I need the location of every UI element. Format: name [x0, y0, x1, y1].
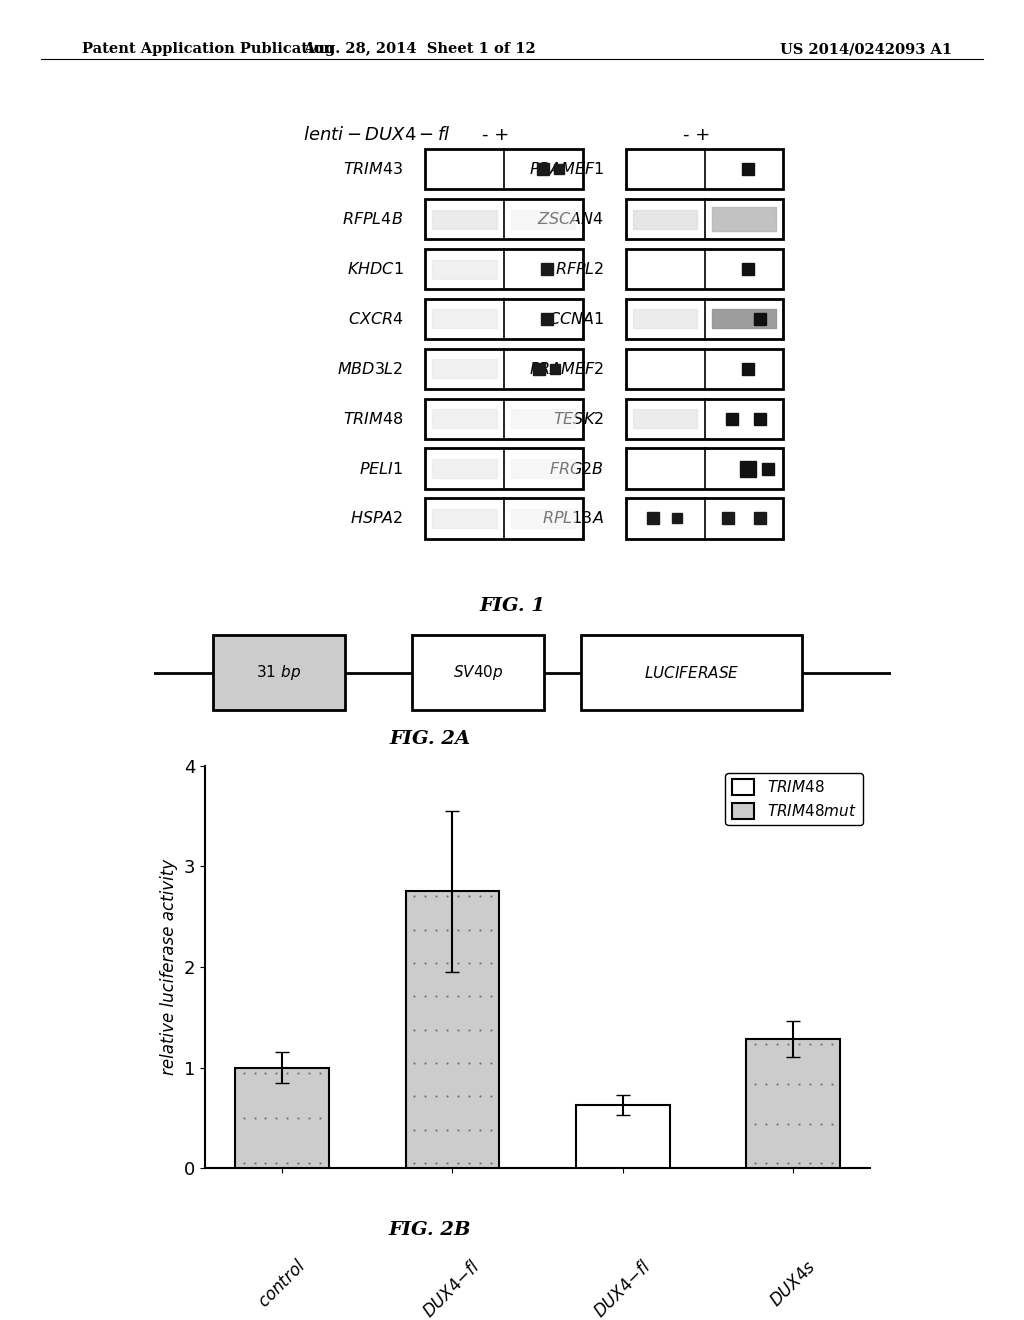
Bar: [425, 248, 583, 289]
Bar: [626, 149, 783, 190]
Text: FIG. 2B: FIG. 2B: [389, 1221, 471, 1239]
Text: $\it{ZSCAN4}$: $\it{ZSCAN4}$: [538, 211, 604, 227]
Text: $\it{RFPL2}$: $\it{RFPL2}$: [555, 261, 604, 277]
Text: $\it{MBD3L2}$: $\it{MBD3L2}$: [337, 360, 403, 376]
Bar: [626, 498, 783, 539]
Bar: [425, 298, 583, 339]
Text: $\it{CXCR4}$: $\it{CXCR4}$: [348, 312, 403, 327]
Text: $\it{DUX4s}$: $\it{DUX4s}$: [767, 1257, 820, 1309]
Text: $\it{KHDC1}$: $\it{KHDC1}$: [347, 261, 403, 277]
Text: - +: - +: [683, 127, 711, 144]
Text: $\it{PRAMEF1}$: $\it{PRAMEF1}$: [528, 161, 604, 177]
Bar: [626, 199, 783, 239]
Bar: [746, 1039, 840, 1168]
Text: $\it{CCNA1}$: $\it{CCNA1}$: [548, 312, 604, 327]
Y-axis label: relative luciferase activity: relative luciferase activity: [160, 859, 178, 1074]
Bar: [626, 298, 783, 339]
Bar: [626, 248, 783, 289]
Bar: [425, 449, 583, 488]
Text: $\it{HSPA2}$: $\it{HSPA2}$: [350, 511, 403, 527]
Bar: [626, 348, 783, 389]
Bar: [575, 1105, 670, 1168]
Bar: [213, 635, 345, 710]
Text: $\it{LUCIFERASE}$: $\it{LUCIFERASE}$: [644, 664, 739, 681]
Bar: [425, 199, 583, 239]
Bar: [425, 149, 583, 190]
Bar: [406, 891, 500, 1168]
Text: $\it{RPL13A}$: $\it{RPL13A}$: [543, 511, 604, 527]
Bar: [582, 635, 803, 710]
Text: $\it{DUX4\mathrm{-}fl}$: $\it{DUX4\mathrm{-}fl}$: [420, 1257, 484, 1320]
Text: Aug. 28, 2014  Sheet 1 of 12: Aug. 28, 2014 Sheet 1 of 12: [303, 42, 537, 57]
Bar: [425, 348, 583, 389]
Text: $\it{RFPL4B}$: $\it{RFPL4B}$: [342, 211, 403, 227]
Text: - +: - +: [482, 127, 510, 144]
Text: $\it{TRIM48}$: $\it{TRIM48}$: [343, 411, 403, 426]
Text: $\it{PRAMEF2}$: $\it{PRAMEF2}$: [528, 360, 604, 376]
Text: $\it{FRG2B}$: $\it{FRG2B}$: [549, 461, 604, 477]
Legend: $\it{TRIM48}$, $\it{TRIM48mut}$: $\it{TRIM48}$, $\it{TRIM48mut}$: [725, 774, 863, 825]
Text: $\it{DUX4\mathrm{-}fl}$: $\it{DUX4\mathrm{-}fl}$: [591, 1257, 655, 1320]
Text: FIG. 2A: FIG. 2A: [389, 730, 471, 748]
Text: $\it{TRIM43}$: $\it{TRIM43}$: [343, 161, 403, 177]
Bar: [626, 399, 783, 438]
Text: $\it{lenti-DUX4-fl}$: $\it{lenti-DUX4-fl}$: [303, 127, 451, 144]
Text: $\it{PELI1}$: $\it{PELI1}$: [359, 461, 403, 477]
Text: $\it{control}$: $\it{control}$: [254, 1257, 309, 1312]
Text: $\it{31\ bp}$: $\it{31\ bp}$: [256, 663, 301, 682]
Text: $\it{TESK2}$: $\it{TESK2}$: [553, 411, 604, 426]
Text: Patent Application Publication: Patent Application Publication: [82, 42, 334, 57]
Bar: [236, 1068, 329, 1168]
Bar: [626, 449, 783, 488]
Text: $\it{SV40p}$: $\it{SV40p}$: [453, 663, 503, 682]
Bar: [412, 635, 545, 710]
Text: FIG. 1: FIG. 1: [479, 597, 545, 615]
Bar: [425, 399, 583, 438]
Text: US 2014/0242093 A1: US 2014/0242093 A1: [780, 42, 952, 57]
Bar: [425, 498, 583, 539]
